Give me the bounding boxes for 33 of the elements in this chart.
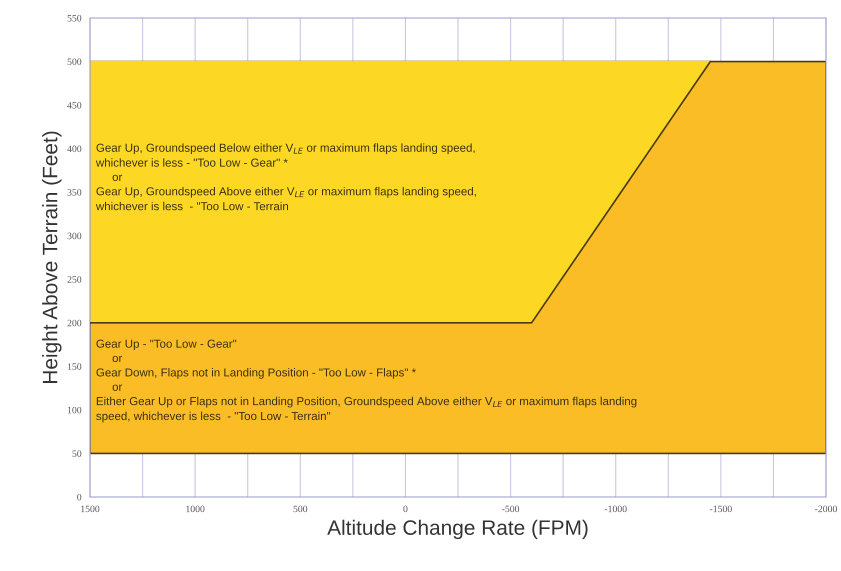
y-tick-label: 400 [67, 146, 82, 152]
x-tick-label: -1500 [710, 506, 732, 512]
y-tick-label: 300 [68, 232, 82, 240]
annotation: or [112, 356, 122, 362]
y-tick-label: 50 [72, 450, 82, 457]
x-tick-label: 1000 [186, 506, 204, 512]
y-tick-label: 350 [68, 189, 82, 196]
x-tick-label: -2000 [815, 506, 837, 512]
x-tick-label: 1500 [81, 506, 100, 512]
annotation: or [112, 174, 122, 182]
x-axis-title: Altitude Change Rate (FPM) [327, 520, 588, 540]
annotation: speed, whichever is less - "Too Low - Terrain" [96, 412, 330, 422]
annotation: Gear Up, Groundspeed Above either V$_{LE}$ or maximum flaps landing speed, [96, 186, 476, 198]
y-axis-title: Height Above Terrain (Feet) [42, 132, 62, 383]
y-tick-label: 450 [67, 102, 82, 109]
annotation: Gear Down, Flaps not in Landing Position - "Too Low - Flaps" * [96, 368, 416, 379]
y-tick-label: 550 [68, 14, 82, 22]
annotation: whichever is less - "Too Low - Terrain [96, 202, 288, 210]
y-tick-label: 250 [68, 276, 82, 283]
annotation: Gear Up, Groundspeed Below either V$_{LE}$ or maximum flaps landing speed, [96, 143, 475, 154]
x-tick-label: 0 [403, 506, 408, 512]
y-tick-label: 500 [68, 58, 82, 66]
x-tick-label: -1000 [604, 506, 627, 512]
y-tick-label: 150 [68, 363, 82, 370]
x-tick-label: -500 [502, 506, 520, 512]
annotation: or [112, 384, 122, 391]
annotation: Either Gear Up or Flaps not in Landing Position, Groundspeed Above either V$_{LE}$ or maximum flaps landing [96, 396, 636, 408]
annotation: Gear Up - "Too Low - Gear" [96, 340, 236, 350]
y-tick-label: 200 [68, 320, 82, 326]
y-tick-label: 0 [77, 494, 82, 500]
annotation: whichever is less - "Too Low - Gear" * [96, 158, 288, 167]
x-tick-label: 500 [294, 506, 308, 512]
y-tick-label: 100 [68, 406, 82, 414]
